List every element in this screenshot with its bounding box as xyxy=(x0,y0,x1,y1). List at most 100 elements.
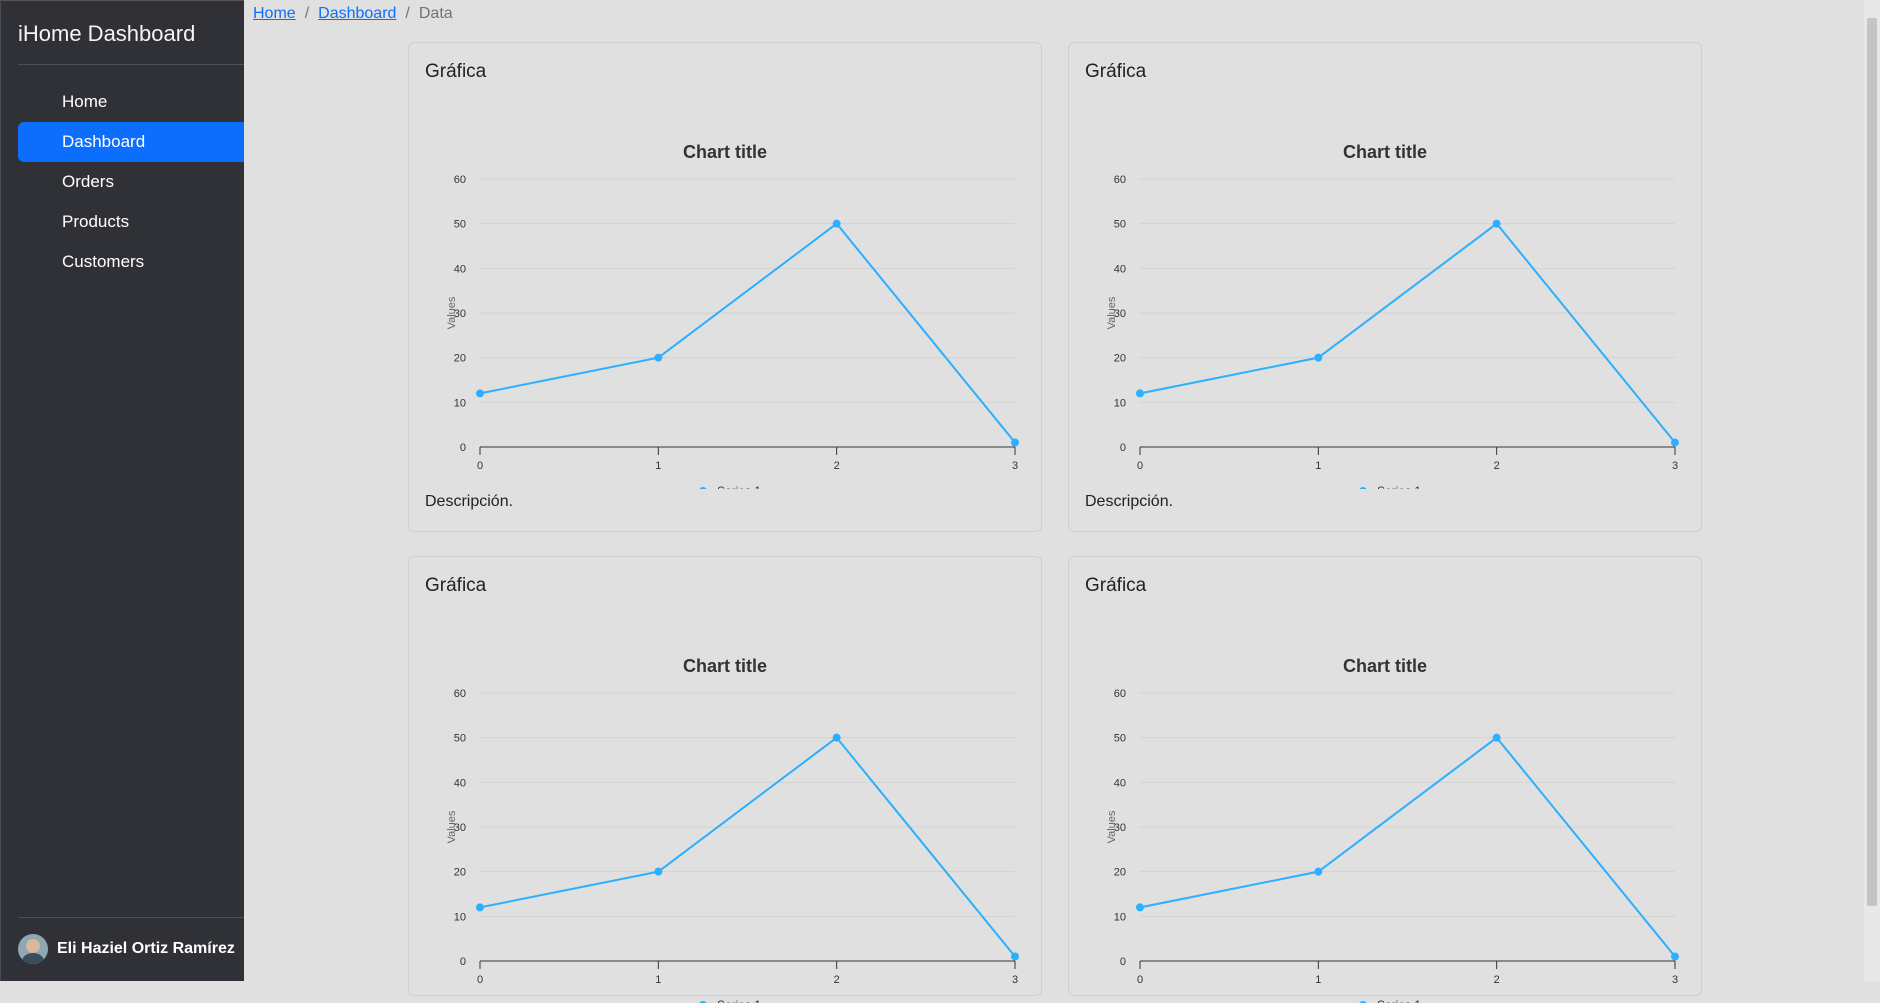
y-tick-label: 0 xyxy=(460,442,466,454)
y-tick-label: 50 xyxy=(454,219,466,231)
x-tick-label: 0 xyxy=(477,974,483,986)
x-tick-label: 3 xyxy=(1012,460,1018,472)
sidebar-item-products[interactable]: Products xyxy=(62,212,130,231)
y-axis-label: Values xyxy=(1106,296,1118,329)
y-tick-label: 20 xyxy=(1114,867,1126,879)
sidebar-divider xyxy=(18,64,244,65)
legend-label: Series 1 xyxy=(1377,484,1421,489)
breadcrumb-separator: / xyxy=(405,5,410,22)
y-tick-label: 10 xyxy=(454,911,466,923)
x-tick-label: 2 xyxy=(834,974,840,986)
breadcrumb: Home / Dashboard / Data xyxy=(253,5,453,23)
line-chart: Chart title 0 10 20 30 40 50 60 Values 0 1 2 3 Series… xyxy=(446,142,1019,489)
legend-label: Series 1 xyxy=(717,484,761,489)
data-point xyxy=(1011,952,1019,961)
sidebar-item-home[interactable]: Home xyxy=(62,92,108,111)
x-tick-label: 1 xyxy=(1315,974,1321,986)
y-tick-label: 10 xyxy=(1114,397,1126,409)
y-tick-label: 40 xyxy=(1114,777,1126,789)
chart-title: Chart title xyxy=(1343,142,1427,162)
x-tick-label: 0 xyxy=(1137,460,1143,472)
x-tick-label: 2 xyxy=(1494,974,1500,986)
y-tick-label: 20 xyxy=(454,867,466,879)
sidebar-item-customers[interactable]: Customers xyxy=(62,252,145,271)
data-point xyxy=(1011,438,1019,447)
x-tick-label: 2 xyxy=(1494,460,1500,472)
y-tick-label: 40 xyxy=(454,777,466,789)
x-tick-label: 3 xyxy=(1672,460,1678,472)
x-tick-label: 0 xyxy=(1137,974,1143,986)
data-point xyxy=(1492,733,1501,742)
card-description: Descripción. xyxy=(1085,493,1174,510)
sidebar-divider-bottom xyxy=(18,917,244,918)
y-tick-label: 0 xyxy=(460,956,466,968)
data-point xyxy=(1671,438,1679,447)
y-axis-label: Values xyxy=(446,296,458,329)
y-tick-label: 30 xyxy=(1114,308,1126,320)
y-tick-label: 0 xyxy=(1120,442,1126,454)
data-point xyxy=(654,353,663,362)
y-axis-label: Values xyxy=(1106,810,1118,843)
y-tick-label: 60 xyxy=(454,688,466,700)
y-tick-label: 30 xyxy=(454,308,466,320)
sidebar-item-orders[interactable]: Orders xyxy=(62,172,114,191)
line-chart: Chart title 0 10 20 30 40 50 60 Values 0 1 2 3 Series… xyxy=(446,656,1019,1003)
user-name[interactable]: Eli Haziel Ortiz Ramírez xyxy=(57,940,235,957)
card-title: Gráfica xyxy=(1085,61,1147,82)
breadcrumb-separator: / xyxy=(304,5,310,22)
avatar[interactable] xyxy=(18,934,48,964)
y-tick-label: 60 xyxy=(1114,688,1126,700)
y-tick-label: 40 xyxy=(1114,263,1126,275)
user-profile[interactable]: Eli Haziel Ortiz Ramírez xyxy=(18,934,235,964)
x-tick-label: 3 xyxy=(1012,974,1018,986)
card-title: Gráfica xyxy=(425,575,487,596)
y-tick-label: 50 xyxy=(454,733,466,745)
y-tick-label: 60 xyxy=(454,174,466,186)
legend-label: Series 1 xyxy=(1377,998,1421,1003)
card-title: Gráfica xyxy=(1085,575,1147,596)
chart-card: Gráfica Chart title 0 10 20 30 40 50 60 Values 0 1… xyxy=(1068,42,1702,532)
data-point xyxy=(654,867,663,876)
y-tick-label: 50 xyxy=(1114,219,1126,231)
x-tick-label: 2 xyxy=(834,460,840,472)
series-line xyxy=(479,736,1016,958)
data-point xyxy=(1671,952,1679,961)
chart-card: Gráfica Chart title 0 10 20 30 40 50 60 Values 0 1… xyxy=(408,42,1042,532)
data-point xyxy=(476,903,484,912)
x-tick-label: 3 xyxy=(1672,974,1678,986)
chart-title: Chart title xyxy=(1343,656,1427,676)
sidebar-item-dashboard[interactable]: Dashboard xyxy=(18,122,244,162)
data-point xyxy=(1314,353,1323,362)
x-tick-label: 0 xyxy=(477,460,483,472)
x-tick-label: 1 xyxy=(655,460,661,472)
line-chart: Chart title 0 10 20 30 40 50 60 Values 0 1 2 3 Series… xyxy=(1106,656,1679,1003)
data-point xyxy=(832,219,841,228)
brand-title[interactable]: iHome Dashboard xyxy=(18,21,196,46)
y-tick-label: 20 xyxy=(454,353,466,365)
breadcrumb-dashboard-link[interactable]: Dashboard xyxy=(318,5,397,22)
card-description: Descripción. xyxy=(425,493,514,510)
y-tick-label: 30 xyxy=(1114,822,1126,834)
breadcrumb-current: Data xyxy=(418,5,453,22)
y-tick-label: 10 xyxy=(1114,911,1126,923)
y-tick-label: 60 xyxy=(1114,174,1126,186)
chart-card: Gráfica Chart title 0 10 20 30 40 50 60 Values 0 1… xyxy=(1068,556,1702,1003)
series-line xyxy=(1139,222,1676,444)
legend-marker xyxy=(1359,487,1367,489)
chart-title: Chart title xyxy=(683,142,767,162)
sidebar-nav: Home Dashboard Orders Products Customers xyxy=(18,82,244,282)
data-point xyxy=(1492,219,1501,228)
data-point xyxy=(1314,867,1323,876)
series-line xyxy=(479,222,1016,444)
line-chart: Chart title 0 10 20 30 40 50 60 Values 0 1 2 3 Series… xyxy=(1106,142,1679,489)
breadcrumb-home-link[interactable]: Home xyxy=(253,5,296,22)
data-point xyxy=(1136,903,1144,912)
scrollbar-thumb[interactable] xyxy=(1867,18,1877,906)
series-line xyxy=(1139,736,1676,958)
y-tick-label: 10 xyxy=(454,397,466,409)
data-point xyxy=(1136,389,1144,398)
y-axis-label: Values xyxy=(446,810,458,843)
sidebar: iHome Dashboard Home Dashboard Orders Pr… xyxy=(0,0,244,981)
data-point xyxy=(476,389,484,398)
page-scrollbar[interactable] xyxy=(1864,0,1880,981)
